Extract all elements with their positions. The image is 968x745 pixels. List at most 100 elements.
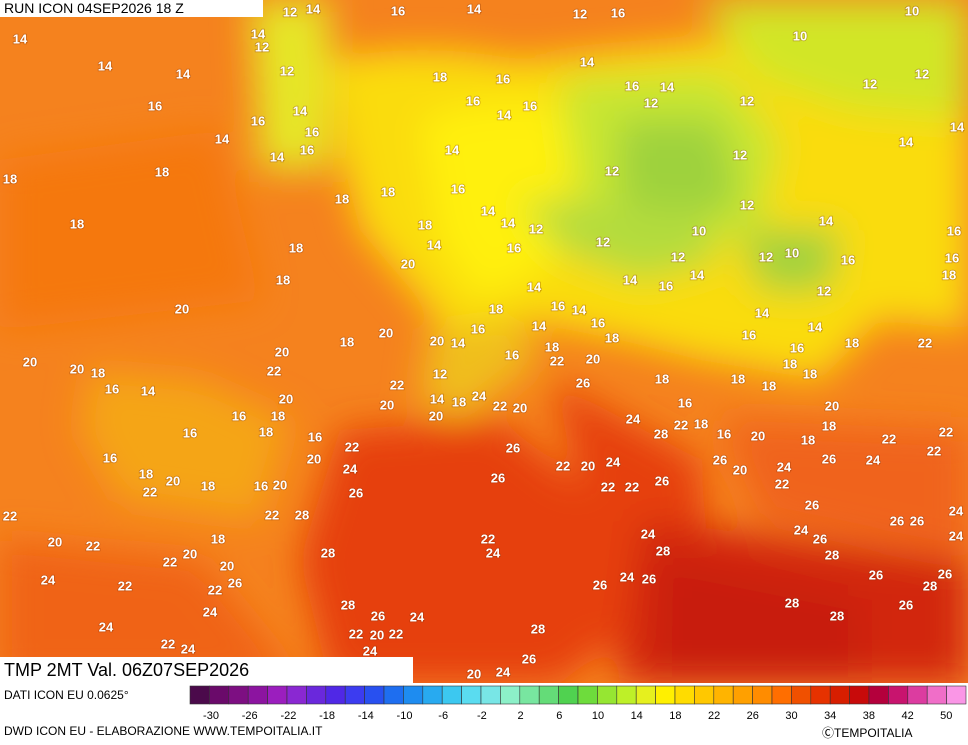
legend-swatch: [461, 685, 482, 705]
temp-label: 20: [70, 361, 84, 376]
legend-tick-label: 42: [901, 710, 913, 722]
temp-label: 12: [596, 234, 610, 249]
temp-label: 22: [118, 578, 132, 593]
legend-tick-label: 14: [631, 710, 643, 722]
temp-label: 28: [923, 578, 937, 593]
temp-label: 12: [255, 39, 269, 54]
temp-label: 26: [593, 577, 607, 592]
legend-tick-label: 26: [747, 710, 759, 722]
temp-label: 24: [410, 609, 425, 624]
temp-label: 14: [270, 149, 285, 164]
temp-label: 16: [659, 278, 673, 293]
temp-label: 24: [794, 522, 809, 537]
temp-label: 18: [276, 272, 290, 287]
temp-label: 22: [882, 431, 896, 446]
temp-label: 22: [601, 479, 615, 494]
temp-label: 16: [625, 78, 639, 93]
temp-label: 24: [620, 569, 635, 584]
temp-label: 22: [556, 458, 570, 473]
temp-label: 18: [605, 330, 619, 345]
temp-label: 18: [803, 366, 817, 381]
temp-label: 26: [713, 452, 727, 467]
temperature-field: [0, 0, 968, 683]
legend-swatch: [577, 685, 598, 705]
temp-label: 14: [467, 1, 482, 16]
temp-label: 16: [945, 250, 959, 265]
legend-swatch: [732, 685, 753, 705]
temp-label: 24: [866, 452, 881, 467]
temp-label: 26: [910, 513, 924, 528]
temp-label: 28: [785, 595, 799, 610]
temp-label: 22: [161, 636, 175, 651]
temp-label: 20: [279, 391, 293, 406]
temp-label: 14: [501, 215, 516, 230]
brand-label: ⒸTEMPOITALIA: [822, 726, 913, 740]
legend-swatch: [907, 685, 928, 705]
legend-swatch: [247, 685, 268, 705]
temp-label: 22: [265, 507, 279, 522]
temp-label: 14: [251, 26, 266, 41]
temp-label: 18: [91, 365, 105, 380]
legend-swatch: [228, 685, 249, 705]
temp-label: 18: [418, 217, 432, 232]
temp-label: 18: [694, 416, 708, 431]
color-legend: -30 -26 -22 -18 -14 -10 -6 -2 2 6 10 14 18 22 26 30 34 38…: [189, 685, 967, 722]
temp-label: 12: [863, 76, 877, 91]
run-label: RUN ICON 04SEP2026 18 Z: [4, 0, 184, 16]
temp-label: 18: [271, 408, 285, 423]
legend-swatch: [791, 685, 812, 705]
temp-label: 16: [466, 93, 480, 108]
temp-label: 12: [733, 147, 747, 162]
legend-swatch: [616, 685, 637, 705]
temp-label: 16: [678, 395, 692, 410]
temp-label: 18: [845, 335, 859, 350]
legend-tick-label: -26: [242, 710, 258, 722]
temp-label: 16: [305, 124, 319, 139]
temp-label: 22: [345, 439, 359, 454]
temp-label: 22: [918, 335, 932, 350]
temp-label: 24: [641, 526, 656, 541]
legend-swatch: [810, 685, 831, 705]
temp-label: 14: [451, 335, 466, 350]
temp-label: 16: [451, 181, 465, 196]
temp-label: 28: [656, 543, 670, 558]
temp-label: 24: [472, 388, 487, 403]
temp-label: 14: [623, 272, 638, 287]
temp-label: 12: [529, 221, 543, 236]
legend-tick-label: -2: [477, 710, 487, 722]
temp-label: 24: [181, 641, 196, 656]
temp-label: 18: [452, 394, 466, 409]
legend-swatch: [752, 685, 773, 705]
temp-label: 22: [775, 476, 789, 491]
legend-tick-label: 10: [592, 710, 604, 722]
legend-tick-label: 6: [556, 710, 562, 722]
temp-label: 16: [505, 347, 519, 362]
legend-tick-label: -6: [438, 710, 448, 722]
temp-label: 16: [841, 252, 855, 267]
temp-label: 14: [950, 119, 965, 134]
temp-label: 10: [692, 223, 706, 238]
temp-label: 20: [273, 477, 287, 492]
legend-swatch: [674, 685, 695, 705]
title-box: TMP 2MT Val. 06Z07SEP2026: [0, 657, 413, 683]
temp-label: 14: [445, 142, 460, 157]
temp-label: 12: [759, 249, 773, 264]
temp-label: 22: [163, 554, 177, 569]
temp-label: 24: [486, 545, 501, 560]
temp-label: 14: [532, 318, 547, 333]
legend-tick-label: 18: [669, 710, 681, 722]
temp-label: 10: [785, 245, 799, 260]
temp-label: 12: [573, 6, 587, 21]
legend-swatch: [209, 685, 230, 705]
temp-label: 24: [606, 454, 621, 469]
temp-label: 16: [251, 113, 265, 128]
temp-label: 28: [825, 547, 839, 562]
temp-label: 14: [293, 103, 308, 118]
temp-label: 20: [275, 344, 289, 359]
legend-tick-label: 2: [518, 710, 524, 722]
temp-label: 26: [805, 497, 819, 512]
temp-label: 12: [915, 66, 929, 81]
temp-label: 20: [380, 397, 394, 412]
